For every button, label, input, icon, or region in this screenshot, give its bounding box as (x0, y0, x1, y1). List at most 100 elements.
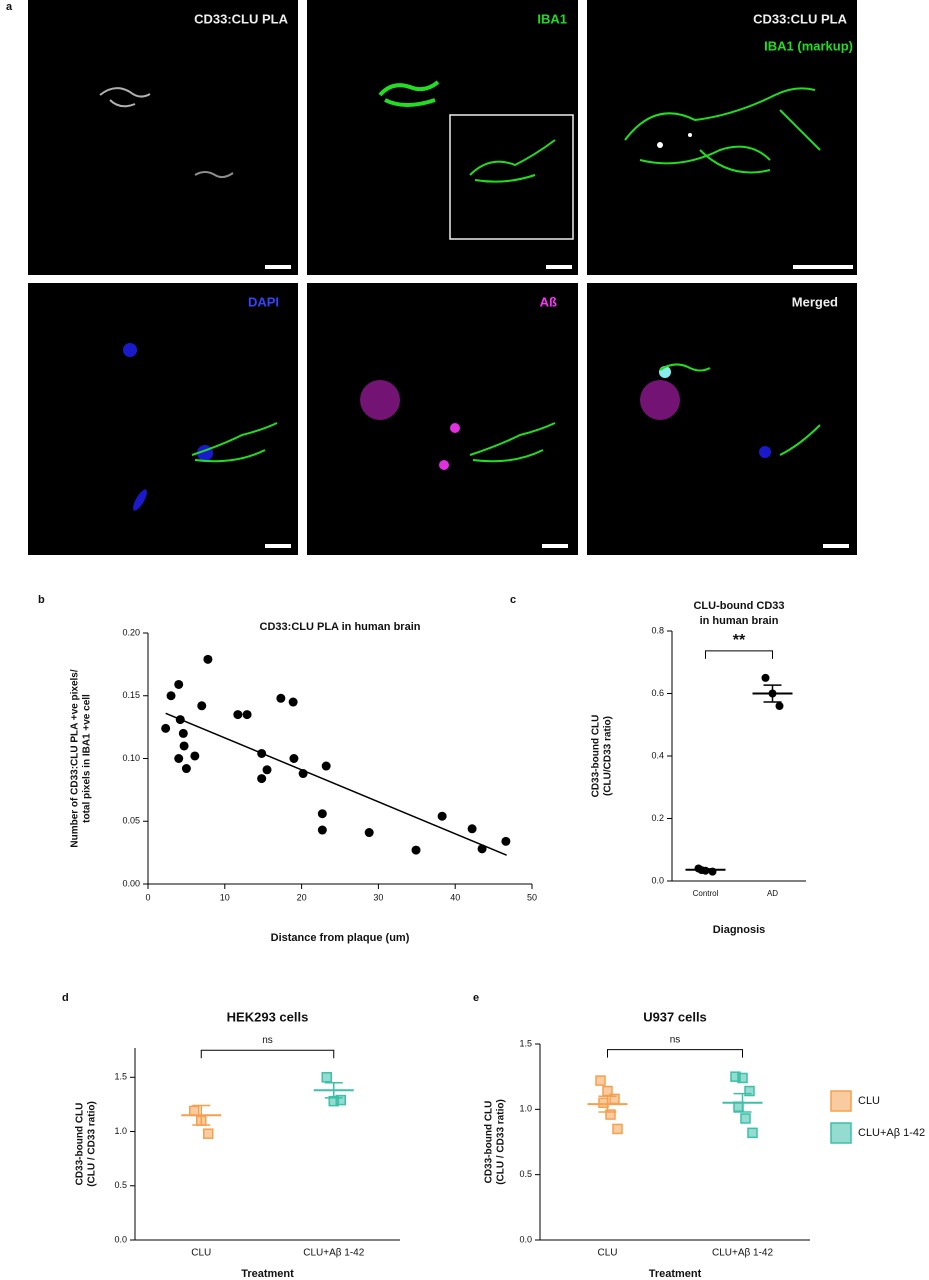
significance-label: ** (733, 632, 746, 649)
y-tick-label: 0.4 (651, 750, 664, 760)
point (181, 764, 191, 774)
panel-bg (587, 0, 857, 275)
micrograph-label: IBA1 (markup) (764, 38, 853, 53)
y-axis-label: CD33-bound CLU (591, 715, 602, 798)
point (612, 1123, 623, 1135)
point (174, 679, 184, 689)
chart-title: CD33:CLU PLA in human brain (260, 621, 421, 633)
y-axis-label: (CLU / CD33 ratio) (496, 1099, 507, 1185)
panel-bg (307, 0, 578, 275)
panel-bg (28, 0, 298, 275)
merged-signal (659, 363, 821, 456)
panel-bg (587, 283, 857, 555)
x-tick-label: CLU (597, 1248, 617, 1259)
panel-bg (28, 283, 298, 555)
plaque (360, 380, 400, 420)
micrograph-label: IBA1 (537, 11, 567, 26)
inset-box (449, 114, 574, 240)
point (467, 824, 477, 834)
y-tick-label: 0.2 (651, 813, 664, 823)
point (190, 751, 200, 761)
significance-bracket (607, 1049, 743, 1058)
x-axis-label: Treatment (649, 1268, 702, 1280)
significance-label: ns (262, 1035, 273, 1046)
nucleus (759, 446, 771, 458)
pla-signal (688, 133, 692, 137)
iba1-cell (378, 80, 440, 107)
pla-signal (194, 171, 234, 179)
point (197, 701, 207, 711)
y-tick-label: 0.05 (122, 816, 140, 826)
y-axis-label: total pixels in IBA1 +ve cell (82, 694, 93, 823)
point (317, 809, 327, 819)
x-tick-label: 0 (145, 892, 150, 902)
x-axis-label: Distance from plaque (um) (271, 932, 410, 944)
point (317, 825, 327, 835)
point (437, 811, 447, 821)
y-tick-label: 0.0 (519, 1234, 532, 1244)
point (178, 728, 188, 738)
significance-bracket (200, 1049, 335, 1059)
y-axis-label: (CLU / CD33 ratio) (87, 1101, 98, 1187)
micrograph-label: Merged (792, 294, 838, 309)
point (737, 1072, 748, 1084)
trendline (165, 712, 507, 856)
micrograph-label: DAPI (248, 294, 279, 309)
panel-letter: d (62, 992, 69, 1004)
micrograph-panels: CD33:CLU PLA IBA1 CD33:CLU PLA IBA1 (mar… (28, 0, 857, 555)
x-tick-label: Control (693, 889, 719, 898)
y-tick-label: 0.6 (651, 688, 664, 698)
point (364, 828, 374, 838)
micrograph-label: CD33:CLU PLA (194, 11, 289, 26)
point (242, 710, 252, 720)
chart-title: in human brain (700, 615, 779, 627)
point (233, 710, 243, 720)
point (288, 697, 298, 707)
point (411, 845, 421, 855)
x-tick-label: CLU (191, 1248, 211, 1259)
iba1-markup (469, 422, 556, 463)
x-axis-label: Treatment (241, 1268, 294, 1280)
point (744, 1085, 755, 1097)
legend-label: CLU+Aβ 1-42 (858, 1127, 925, 1139)
panel-bg (307, 283, 578, 555)
x-axis-label: Diagnosis (713, 924, 766, 936)
plaque (450, 423, 460, 433)
x-tick-label: AD (767, 889, 778, 898)
x-tick-label: 30 (373, 892, 383, 902)
point (179, 741, 189, 751)
y-tick-label: 1.5 (114, 1072, 127, 1082)
plaque (640, 380, 680, 420)
point (257, 774, 267, 784)
point (761, 673, 770, 682)
legend-label: CLU (858, 1095, 880, 1107)
x-tick-label: 20 (297, 892, 307, 902)
chart-title: HEK293 cells (227, 1009, 309, 1024)
point (598, 1097, 609, 1109)
x-tick-label: 10 (220, 892, 230, 902)
point (501, 836, 511, 846)
point (203, 1128, 214, 1139)
y-tick-label: 0.0 (651, 875, 664, 885)
point (775, 702, 784, 710)
pla-signal (99, 87, 151, 108)
x-tick-label: CLU+Aβ 1-42 (712, 1248, 773, 1259)
point (257, 748, 267, 758)
y-tick-label: 0.0 (114, 1234, 127, 1244)
point (605, 1109, 616, 1120)
point (321, 761, 331, 771)
panel-letter: e (473, 992, 479, 1004)
y-axis-label: (CLU/CD33 ratio) (603, 716, 614, 796)
point (161, 723, 171, 733)
x-tick-label: 40 (450, 892, 460, 902)
point (298, 769, 308, 779)
point (595, 1075, 606, 1086)
y-tick-label: 0.5 (114, 1180, 127, 1190)
point (335, 1094, 346, 1106)
plaque (439, 460, 449, 470)
point (262, 765, 272, 775)
point (175, 715, 185, 725)
y-tick-label: 0.5 (519, 1169, 532, 1179)
pla-signal (657, 142, 663, 148)
nucleus (133, 489, 147, 511)
